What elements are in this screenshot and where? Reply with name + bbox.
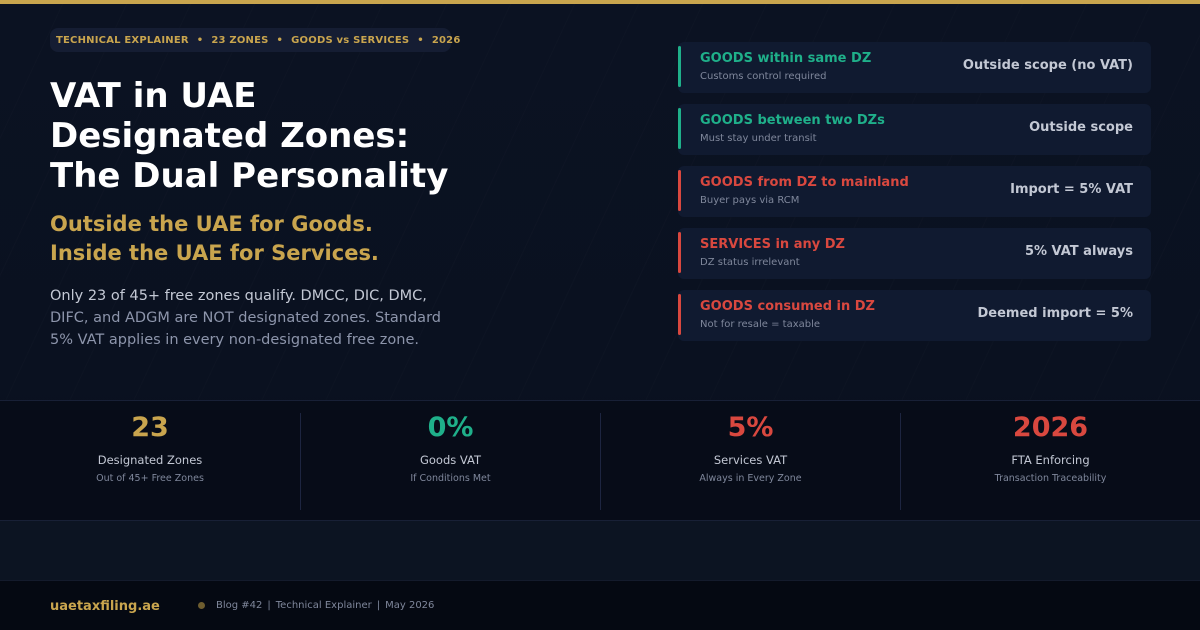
tag-item: GOODS vs SERVICES [291,34,410,46]
stat-caption: If Conditions Met [410,473,491,484]
stat-value: 23 [131,412,169,443]
stat-caption: Transaction Traceability [994,473,1107,484]
rule-card: GOODS between two DZs Must stay under tr… [678,104,1151,155]
subtitle-line: Outside the UAE for Goods. [50,212,373,236]
intro-line: DIFC, and ADGM are NOT designated zones.… [50,310,441,326]
intro-line: 5% VAT applies in every non-designated f… [50,332,419,348]
tag-separator: • [276,34,284,46]
stat-label: Services VAT [713,453,788,467]
rule-card: SERVICES in any DZ DZ status irrelevant … [678,228,1151,279]
status-bar [678,108,681,149]
rule-note: Customs control required [700,71,827,82]
footer: uaetaxfiling.ae Blog #42 | Technical Expla… [0,580,1200,630]
meta-separator: | [376,600,381,611]
top-accent-rule [0,0,1200,4]
stat-label: Designated Zones [97,453,203,467]
stat-value: 0% [427,412,474,443]
tag-separator: • [196,34,204,46]
title-line: The Dual Personality [50,156,449,196]
spacer-band [0,521,1200,580]
stat-value: 5% [727,412,774,443]
stat-caption: Always in Every Zone [699,473,802,484]
stat-services-vat: 5% Services VAT Always in Every Zone [600,413,900,510]
rule-result: Outside scope [1029,120,1133,135]
rule-title: SERVICES in any DZ [700,237,845,252]
tag-item: 23 ZONES [211,34,269,46]
rule-title: GOODS within same DZ [700,51,872,66]
rule-result: Import = 5% VAT [1010,182,1133,197]
site-link[interactable]: uaetaxfiling.ae [50,599,160,614]
tag-item: TECHNICAL EXPLAINER [56,34,189,46]
dot-icon [198,602,205,609]
stat-caption: Out of 45+ Free Zones [96,473,204,484]
vat-rules-list: GOODS within same DZ Customs control req… [678,42,1151,352]
status-bar [678,170,681,211]
rule-result: Deemed import = 5% [977,306,1134,321]
blog-number: Blog #42 [216,600,263,611]
rule-result: 5% VAT always [1024,244,1133,259]
meta-separator: | [267,600,271,611]
rule-note: DZ status irrelevant [700,257,800,268]
rule-note: Buyer pays via RCM [700,195,800,206]
tag-separator: • [417,34,424,46]
stat-value: 2026 [1012,412,1089,443]
rule-card: GOODS from DZ to mainland Buyer pays via… [678,166,1151,217]
status-bar [678,294,681,335]
subtitle: Outside the UAE for Goods. Inside the UA… [50,210,520,268]
rule-note: Must stay under transit [700,133,817,144]
rule-note: Not for resale = taxable [700,319,821,330]
rule-card: GOODS consumed in DZ Not for resale = ta… [678,290,1151,341]
tag-pill: TECHNICAL EXPLAINER • 23 ZONES • GOODS v… [50,28,460,52]
stats-band: 23 Designated Zones Out of 45+ Free Zone… [0,400,1200,521]
rule-title: GOODS between two DZs [700,113,885,128]
status-bar [678,46,681,87]
blog-category: Technical Explainer [275,600,372,611]
rule-result: Outside scope (no VAT) [962,58,1133,73]
stat-designated-zones: 23 Designated Zones Out of 45+ Free Zone… [0,413,300,510]
status-bar [678,232,681,273]
subtitle-line: Inside the UAE for Services. [50,241,379,265]
title-line: VAT in UAE [50,76,257,116]
footer-meta: Blog #42 | Technical Explainer | May 2026 [216,600,434,611]
tag-item: 2026 [431,34,461,46]
rule-title: GOODS from DZ to mainland [700,175,909,190]
stat-goods-vat: 0% Goods VAT If Conditions Met [300,413,600,510]
stat-fta-enforcing: 2026 FTA Enforcing Transaction Traceabil… [900,413,1200,510]
rule-title: GOODS consumed in DZ [700,299,875,314]
stat-label: FTA Enforcing [1011,453,1090,467]
rule-card: GOODS within same DZ Customs control req… [678,42,1151,93]
intro-line: Only 23 of 45+ free zones qualify. DMCC,… [50,288,427,304]
page-title: VAT in UAE Designated Zones: The Dual Pe… [50,76,520,196]
stat-label: Goods VAT [419,453,482,467]
intro-paragraph: Only 23 of 45+ free zones qualify. DMCC,… [50,285,480,351]
blog-date: May 2026 [385,600,435,611]
title-line: Designated Zones: [50,116,410,156]
